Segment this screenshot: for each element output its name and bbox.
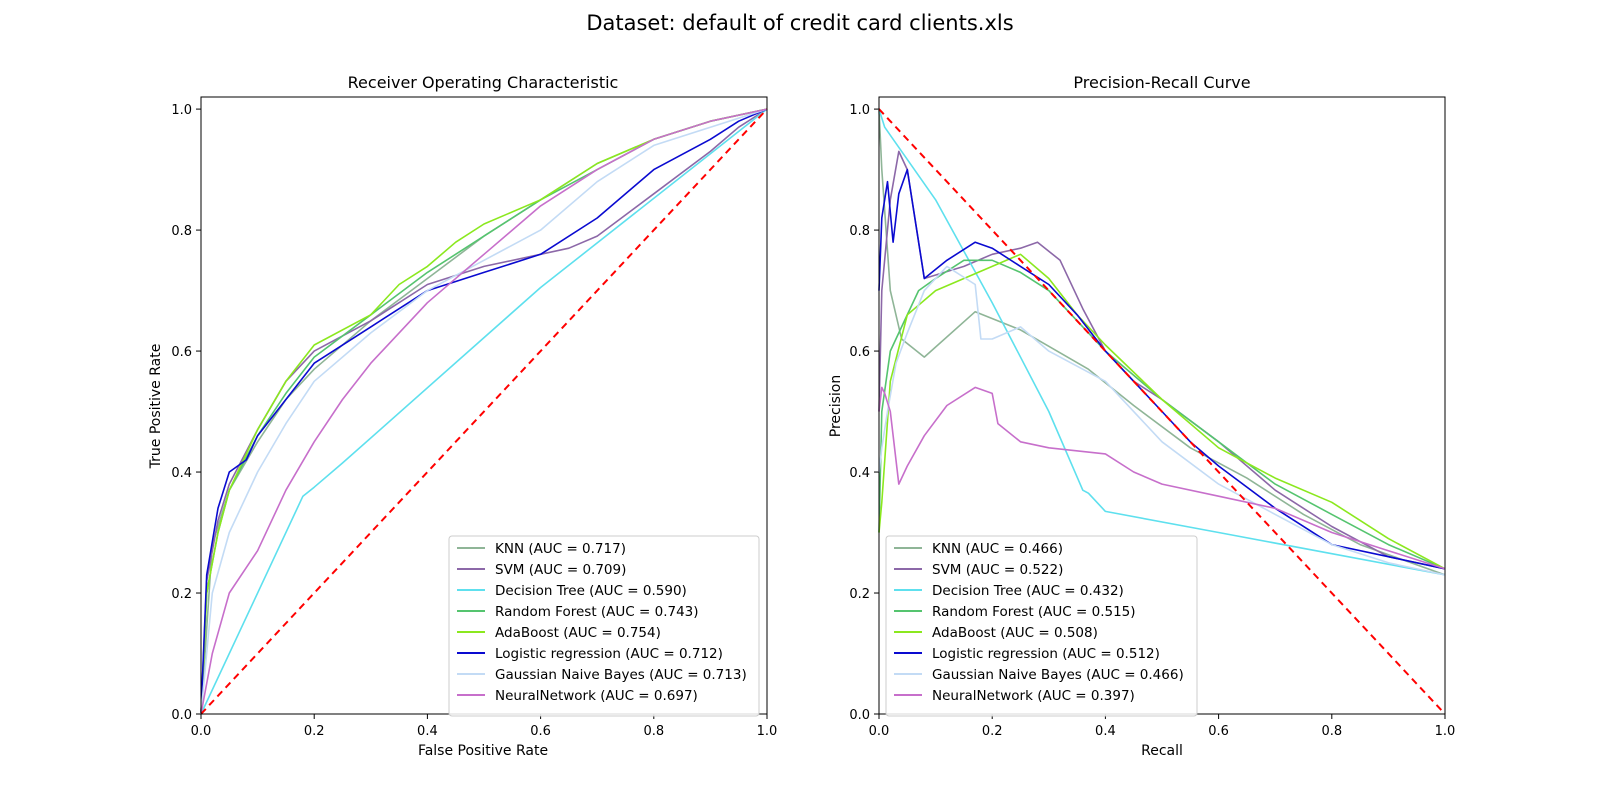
roc-reference-line	[200, 108, 768, 715]
roc-ytick-label: 0.6	[171, 345, 192, 360]
roc-legend-label: Decision Tree (AUC = 0.590)	[495, 583, 687, 599]
pr-legend-label: Logistic regression (AUC = 0.512)	[932, 646, 1160, 662]
pr-ylabel: Precision	[828, 375, 844, 437]
pr-legend-label: NeuralNetwork (AUC = 0.397)	[932, 688, 1135, 704]
pr-series-line-7	[878, 386, 1446, 570]
pr-xtick-label: 0.0	[869, 724, 890, 739]
roc-chart: Receiver Operating Characteristic False …	[148, 73, 777, 759]
roc-series-line-2	[200, 108, 768, 715]
pr-legend-box	[885, 535, 1198, 717]
pr-legend-label: Decision Tree (AUC = 0.432)	[932, 583, 1124, 599]
figure-suptitle: Dataset: default of credit card clients.…	[586, 11, 1013, 35]
pr-ytick-label: 0.8	[849, 224, 870, 239]
pr-title: Precision-Recall Curve	[1073, 73, 1250, 92]
pr-xlabel: Recall	[1141, 743, 1183, 759]
pr-ytick-label: 0.2	[849, 587, 870, 602]
pr-legend-label: KNN (AUC = 0.466)	[932, 541, 1063, 557]
pr-legend: KNN (AUC = 0.466) SVM (AUC = 0.522) Decisi…	[885, 535, 1198, 717]
roc-ytick-label: 1.0	[171, 103, 192, 118]
roc-legend-label: NeuralNetwork (AUC = 0.697)	[495, 688, 698, 704]
pr-legend-label: Random Forest (AUC = 0.515)	[932, 604, 1136, 620]
roc-series-line-6	[200, 108, 768, 715]
pr-xtick-label: 1.0	[1435, 724, 1456, 739]
roc-xtick-label: 0.4	[417, 724, 438, 739]
roc-ytick-label: 0.2	[171, 587, 192, 602]
pr-series-line-4	[878, 253, 1446, 570]
roc-xtick-label: 0.0	[191, 724, 212, 739]
roc-series-line-5	[200, 108, 768, 715]
pr-xtick-label: 0.6	[1208, 724, 1229, 739]
pr-ytick-label: 0.0	[849, 708, 870, 723]
roc-ytick-label: 0.4	[171, 466, 192, 481]
roc-legend-label: Gaussian Naive Bayes (AUC = 0.713)	[495, 667, 747, 683]
pr-reference-line	[878, 108, 1446, 715]
pr-series-line-0	[878, 109, 1446, 576]
pr-xtick-label: 0.4	[1095, 724, 1116, 739]
roc-xlabel: False Positive Rate	[418, 743, 548, 759]
roc-xtick-label: 0.6	[530, 724, 551, 739]
pr-ytick-label: 0.6	[849, 345, 870, 360]
roc-legend-label: SVM (AUC = 0.709)	[495, 562, 626, 578]
roc-series-line-4	[200, 108, 768, 715]
roc-legend-label: KNN (AUC = 0.717)	[495, 541, 626, 557]
pr-series-line-1	[878, 150, 1446, 570]
roc-legend: KNN (AUC = 0.717) SVM (AUC = 0.709) Decisi…	[448, 535, 760, 717]
roc-xtick-label: 1.0	[757, 724, 778, 739]
pr-legend-label: SVM (AUC = 0.522)	[932, 562, 1063, 578]
roc-ytick-label: 0.0	[171, 708, 192, 723]
pr-ytick-label: 0.4	[849, 466, 870, 481]
pr-xtick-label: 0.8	[1321, 724, 1342, 739]
roc-legend-label: Random Forest (AUC = 0.743)	[495, 604, 699, 620]
roc-legend-label: Logistic regression (AUC = 0.712)	[495, 646, 723, 662]
roc-series-line-7	[200, 108, 768, 715]
roc-title: Receiver Operating Characteristic	[348, 73, 619, 92]
pr-series-line-2	[878, 108, 1446, 576]
pr-chart: Precision-Recall Curve Recall Precision …	[828, 73, 1455, 759]
roc-legend-label: AdaBoost (AUC = 0.754)	[495, 625, 661, 641]
roc-series-line-1	[200, 108, 768, 715]
pr-series-line-5	[878, 168, 1446, 570]
pr-xtick-label: 0.2	[982, 724, 1003, 739]
pr-series-line-3	[878, 259, 1446, 570]
pr-legend-label: AdaBoost (AUC = 0.508)	[932, 625, 1098, 641]
pr-series-line-6	[878, 265, 1446, 576]
roc-legend-box	[448, 535, 760, 717]
roc-xtick-label: 0.2	[304, 724, 325, 739]
pr-ytick-label: 1.0	[849, 103, 870, 118]
roc-ytick-label: 0.8	[171, 224, 192, 239]
roc-ylabel: True Positive Rate	[148, 344, 164, 470]
roc-xtick-label: 0.8	[643, 724, 664, 739]
pr-legend-label: Gaussian Naive Bayes (AUC = 0.466)	[932, 667, 1184, 683]
